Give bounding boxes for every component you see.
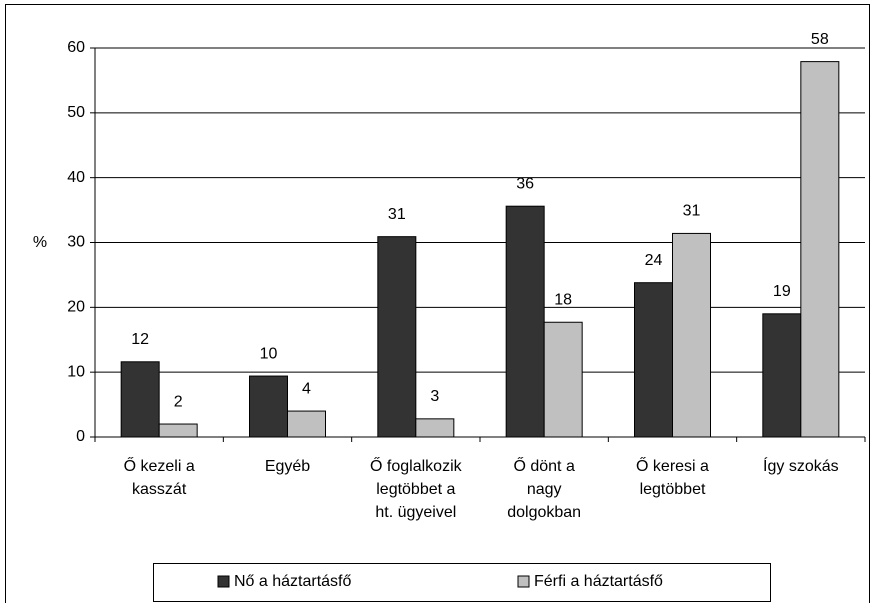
legend-swatch [217,575,230,588]
x-tick-label: Ő kezeli a [124,456,195,475]
bar [120,361,160,438]
x-tick-label: dolgokban [507,504,581,521]
bar [249,375,288,438]
value-label: 58 [811,31,829,48]
bar [377,236,417,438]
value-label: 10 [260,345,278,362]
bar [415,418,455,438]
legend-box [153,563,771,602]
bar [800,61,840,438]
x-tick-label: Ő dönt a [513,456,574,475]
legend-label: Férfi a háztartásfő [534,573,663,590]
bar [634,282,673,438]
y-tick-label: 60 [67,39,85,56]
bar [287,410,326,438]
bar [672,232,711,438]
value-label: 12 [131,331,149,348]
x-tick-label: Ő keresi a [636,456,709,475]
legend-swatch [517,575,530,588]
value-label: 18 [554,291,572,308]
bar [158,423,198,438]
chart-border [5,4,870,603]
y-tick-label: 40 [67,169,85,186]
x-tick-label: legtöbbet a [376,481,455,498]
value-label: 2 [174,393,183,410]
y-tick-label: 50 [67,104,85,121]
y-tick-label: 10 [67,363,85,380]
x-tick-label: nagy [527,481,562,498]
x-tick-label: ht. ügyeivel [375,504,456,521]
x-tick-label: kasszát [132,481,187,498]
bar [543,321,583,438]
bar [762,313,802,438]
legend-label: Nő a háztartásfő [234,573,352,590]
y-tick-label: 0 [76,428,85,445]
bar [505,205,545,438]
value-label: 24 [645,252,663,269]
y-tick-label: 20 [67,299,85,316]
value-label: 19 [773,283,791,300]
value-label: 3 [430,388,439,405]
x-tick-label: Ő foglalkozik [370,456,463,475]
x-tick-label: Így szokás [763,456,839,475]
value-label: 36 [516,175,534,192]
x-tick-label: Egyéb [265,458,310,475]
y-tick-label: 30 [67,234,85,251]
y-axis-label: % [33,234,47,251]
value-label: 31 [683,203,701,220]
value-label: 31 [388,206,406,223]
value-label: 4 [302,380,311,397]
x-tick-label: legtöbbet [640,481,706,498]
